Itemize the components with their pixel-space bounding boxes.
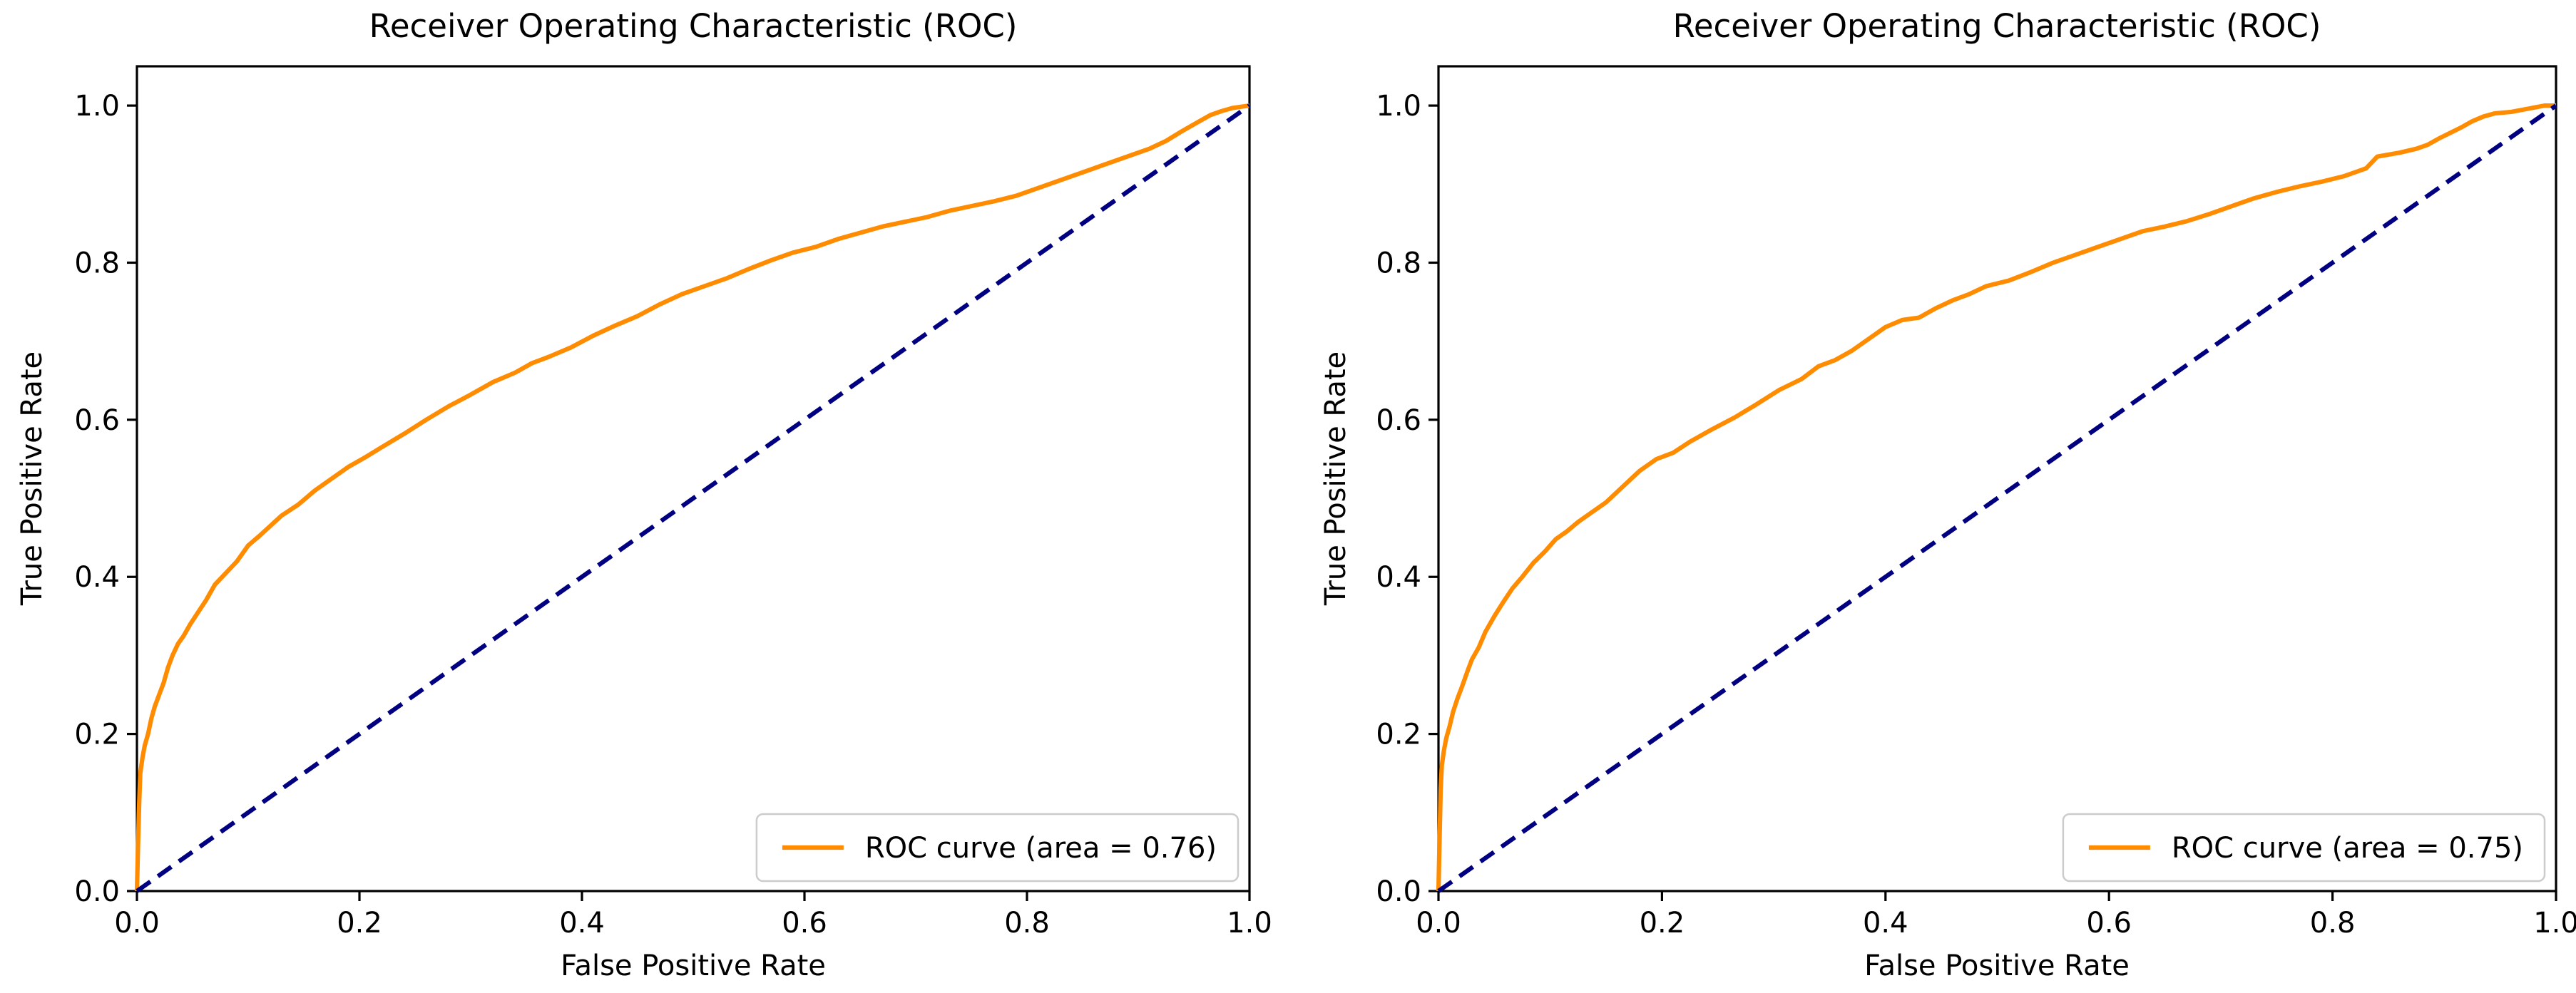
- legend: ROC curve (area = 0.76): [755, 813, 1240, 883]
- plot-area: 0.0 0.2 0.4 0.6 0.8 1.0 0.0 0.2 0.4 0.6 0.8 1.0: [74, 65, 1272, 940]
- x-tick-label: 0.8: [1004, 907, 1050, 940]
- x-tick-label: 0.8: [2310, 907, 2356, 940]
- x-axis-label: False Positive Rate: [561, 950, 826, 982]
- x-tick-label: 0.6: [782, 907, 827, 940]
- x-tick-label: 0.4: [559, 907, 605, 940]
- roc-chart-panel-left: Receiver Operating Characteristic (ROC) …: [16, 7, 1272, 982]
- y-axis-label: True Positive Rate: [16, 351, 48, 606]
- y-tick-label: 0.2: [74, 719, 120, 751]
- legend-label: ROC curve (area = 0.75): [2172, 832, 2523, 865]
- legend-label: ROC curve (area = 0.76): [865, 832, 1217, 865]
- y-tick-label: 0.8: [74, 247, 120, 279]
- y-tick-label: 0.0: [1376, 875, 1421, 908]
- x-axis-label: False Positive Rate: [1864, 950, 2130, 982]
- chance-diagonal-line: [1437, 103, 2557, 893]
- x-tick-label: 0.6: [2086, 907, 2132, 940]
- y-axis-label: True Positive Rate: [1319, 351, 1352, 606]
- chart-title: Receiver Operating Characteristic (ROC): [369, 7, 1018, 45]
- y-tick-label: 1.0: [74, 90, 120, 123]
- roc-curve-line: [1436, 103, 2556, 892]
- chance-diagonal-line: [136, 103, 1251, 893]
- legend-box: [2062, 813, 2546, 883]
- x-tick-label: 1.0: [2533, 907, 2576, 940]
- x-tick-label: 0.2: [1640, 907, 1685, 940]
- y-tick-label: 1.0: [1376, 90, 1421, 123]
- x-tick-label: 0.2: [337, 907, 382, 940]
- x-tick-label: 0.0: [1416, 907, 1461, 940]
- y-tick-label: 0.0: [74, 875, 120, 908]
- y-tick-label: 0.2: [1376, 719, 1421, 751]
- y-tick-label: 0.6: [74, 404, 120, 437]
- plot-area: 0.0 0.2 0.4 0.6 0.8 1.0 0.0 0.2 0.4 0.6 0.8 1.0: [1376, 65, 2576, 940]
- plot-border: [136, 65, 1251, 892]
- roc-chart-panel-right: Receiver Operating Characteristic (ROC) …: [1319, 7, 2576, 982]
- chart-title: Receiver Operating Characteristic (ROC): [1673, 7, 2321, 45]
- y-tick-label: 0.4: [1376, 561, 1421, 594]
- legend: ROC curve (area = 0.75): [2062, 813, 2546, 883]
- y-tick-label: 0.6: [1376, 404, 1421, 437]
- y-tick-label: 0.8: [1376, 247, 1421, 279]
- roc-curve-line: [134, 103, 1250, 892]
- x-tick-label: 0.4: [1863, 907, 1908, 940]
- plot-border: [1437, 65, 2557, 892]
- legend-box: [755, 813, 1240, 883]
- y-tick-label: 0.4: [74, 561, 120, 594]
- x-tick-label: 0.0: [114, 907, 160, 940]
- x-tick-label: 1.0: [1227, 907, 1272, 940]
